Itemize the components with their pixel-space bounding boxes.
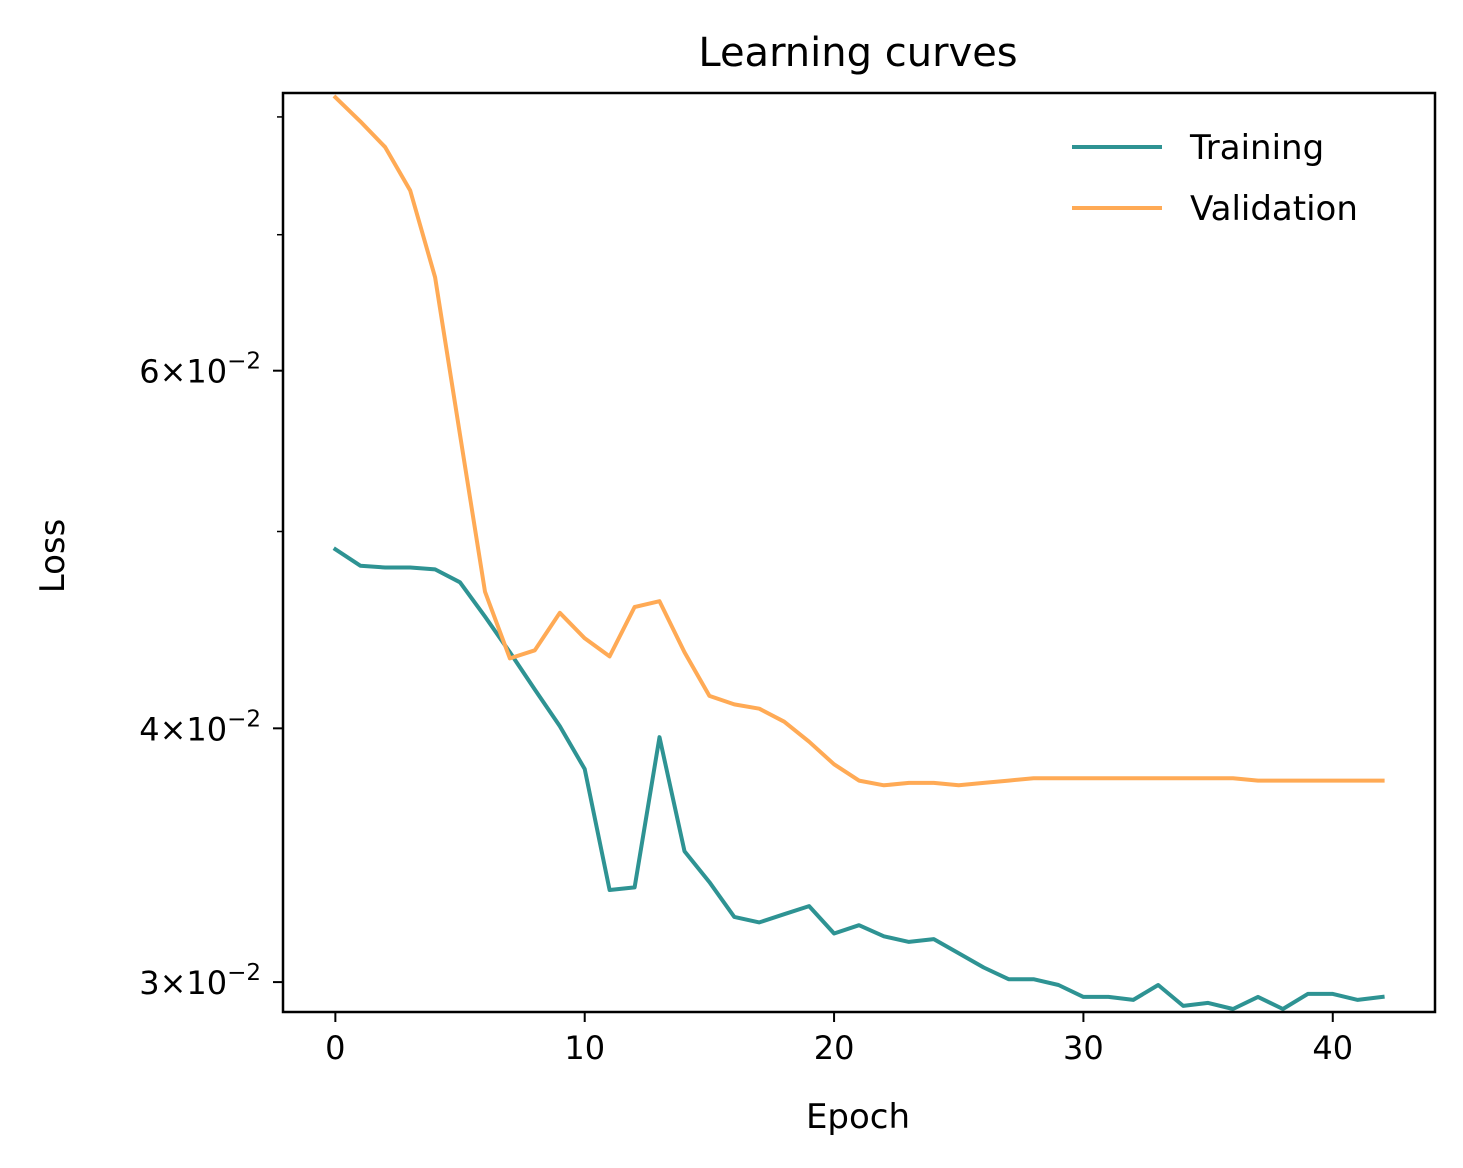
- x-axis-label: Epoch: [806, 1097, 910, 1137]
- x-tick-label: 20: [814, 1029, 855, 1067]
- series-line-training: [332, 546, 1385, 1011]
- y-tick-label: 4×10−2: [139, 706, 261, 748]
- x-axis: 0 10 20 30 40: [325, 1012, 1353, 1067]
- y-axis: 3×10−2 4×10−2 6×10−2: [139, 116, 283, 1002]
- y-tick-label: 6×10−2: [139, 349, 261, 391]
- x-tick-label: 0: [325, 1029, 345, 1067]
- chart-title: Learning curves: [698, 30, 1017, 76]
- series-line-validation: [332, 94, 1385, 788]
- plot-area-frame: [281, 91, 1437, 1014]
- x-tick-label: 30: [1063, 1029, 1104, 1067]
- y-tick-label: 3×10−2: [139, 960, 261, 1002]
- x-tick-label: 10: [564, 1029, 605, 1067]
- x-tick-label: 40: [1312, 1029, 1353, 1067]
- y-axis-label: Loss: [33, 519, 73, 594]
- legend: Training Validation: [1072, 128, 1358, 229]
- legend-label-training: Training: [1189, 128, 1324, 168]
- series-layer: [332, 94, 1385, 1011]
- legend-label-validation: Validation: [1190, 189, 1358, 229]
